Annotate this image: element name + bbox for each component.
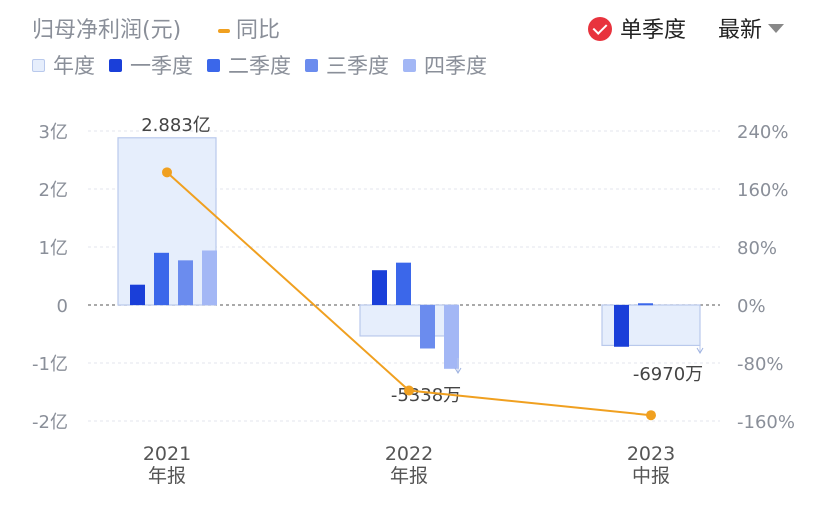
latest-label: 最新 — [718, 18, 763, 43]
y2-tick-label: 160% — [737, 180, 788, 201]
quarter-bar — [178, 260, 193, 305]
legend-item-q4[interactable]: 四季度 — [403, 50, 487, 80]
legend-swatch-annual — [32, 58, 45, 72]
caret-down-icon — [768, 23, 785, 33]
legend-label: 四季度 — [424, 54, 487, 78]
legend-item-q1[interactable]: 一季度 — [109, 50, 193, 80]
legend-item-q3[interactable]: 三季度 — [305, 50, 389, 80]
y2-tick-label: -80% — [737, 354, 784, 375]
legend-item-annual[interactable]: 年度 — [32, 50, 95, 80]
x-tick-label: 中报 — [632, 465, 670, 487]
x-tick-label: 2021 — [143, 443, 191, 465]
legend-swatch-q1 — [109, 58, 122, 72]
y2-tick-label: -160% — [737, 412, 795, 433]
y-tick-label: 1亿 — [39, 238, 68, 259]
latest-dropdown[interactable]: 最新 — [718, 12, 785, 44]
quarter-bar — [154, 252, 169, 305]
legend-swatch-q2 — [207, 58, 220, 72]
chart-header: 归母净利润(元) 同比 单季度 最新 — [0, 0, 828, 54]
chart-title: 归母净利润(元) — [32, 18, 182, 43]
legend-label: 年度 — [53, 54, 95, 78]
quarter-bar — [202, 250, 217, 305]
yoy-point — [646, 410, 656, 421]
legend-label: 二季度 — [228, 54, 291, 78]
quarter-bar — [444, 305, 459, 369]
quarter-bar — [372, 270, 387, 305]
legend-item-q2[interactable]: 二季度 — [207, 50, 291, 80]
series-legend: 年度 一季度 二季度 三季度 四季度 — [32, 50, 501, 80]
yoy-point — [162, 167, 172, 178]
chevron-down-icon — [454, 367, 462, 374]
x-tick-label: 年报 — [390, 465, 428, 487]
quarter-bar — [130, 284, 145, 305]
check-circle-icon — [588, 17, 612, 41]
y-tick-label: 2亿 — [39, 180, 68, 201]
quarter-bar — [420, 305, 435, 349]
annual-value-label: -6970万 — [633, 364, 703, 385]
quarter-bar — [614, 305, 629, 347]
legend-swatch-q4 — [403, 58, 416, 72]
y2-tick-label: 240% — [737, 122, 788, 143]
quarter-bar — [396, 262, 411, 305]
legend-label: 三季度 — [326, 54, 389, 78]
y-tick-label: -1亿 — [32, 354, 68, 375]
x-tick-label: 2023 — [627, 443, 675, 465]
yoy-point — [404, 385, 414, 396]
y-tick-label: -2亿 — [32, 412, 68, 433]
x-tick-label: 年报 — [148, 465, 186, 487]
y2-tick-label: 0% — [737, 296, 766, 317]
yoy-line-icon — [218, 29, 230, 33]
yoy-legend-label: 同比 — [236, 18, 281, 43]
annual-value-label: 2.883亿 — [141, 115, 211, 136]
yoy-legend[interactable]: 同比 — [218, 12, 280, 44]
quarter-bar — [638, 303, 653, 306]
y-tick-label: 0 — [57, 296, 68, 317]
annual-bar — [359, 304, 459, 337]
y-tick-label: 3亿 — [39, 122, 68, 143]
legend-label: 一季度 — [130, 54, 193, 78]
single-quarter-toggle[interactable]: 单季度 — [588, 12, 686, 44]
x-tick-label: 2022 — [385, 443, 433, 465]
chevron-down-icon — [696, 347, 704, 354]
legend-swatch-q3 — [305, 58, 318, 72]
y2-tick-label: 80% — [737, 238, 777, 259]
single-quarter-label: 单季度 — [620, 18, 687, 43]
